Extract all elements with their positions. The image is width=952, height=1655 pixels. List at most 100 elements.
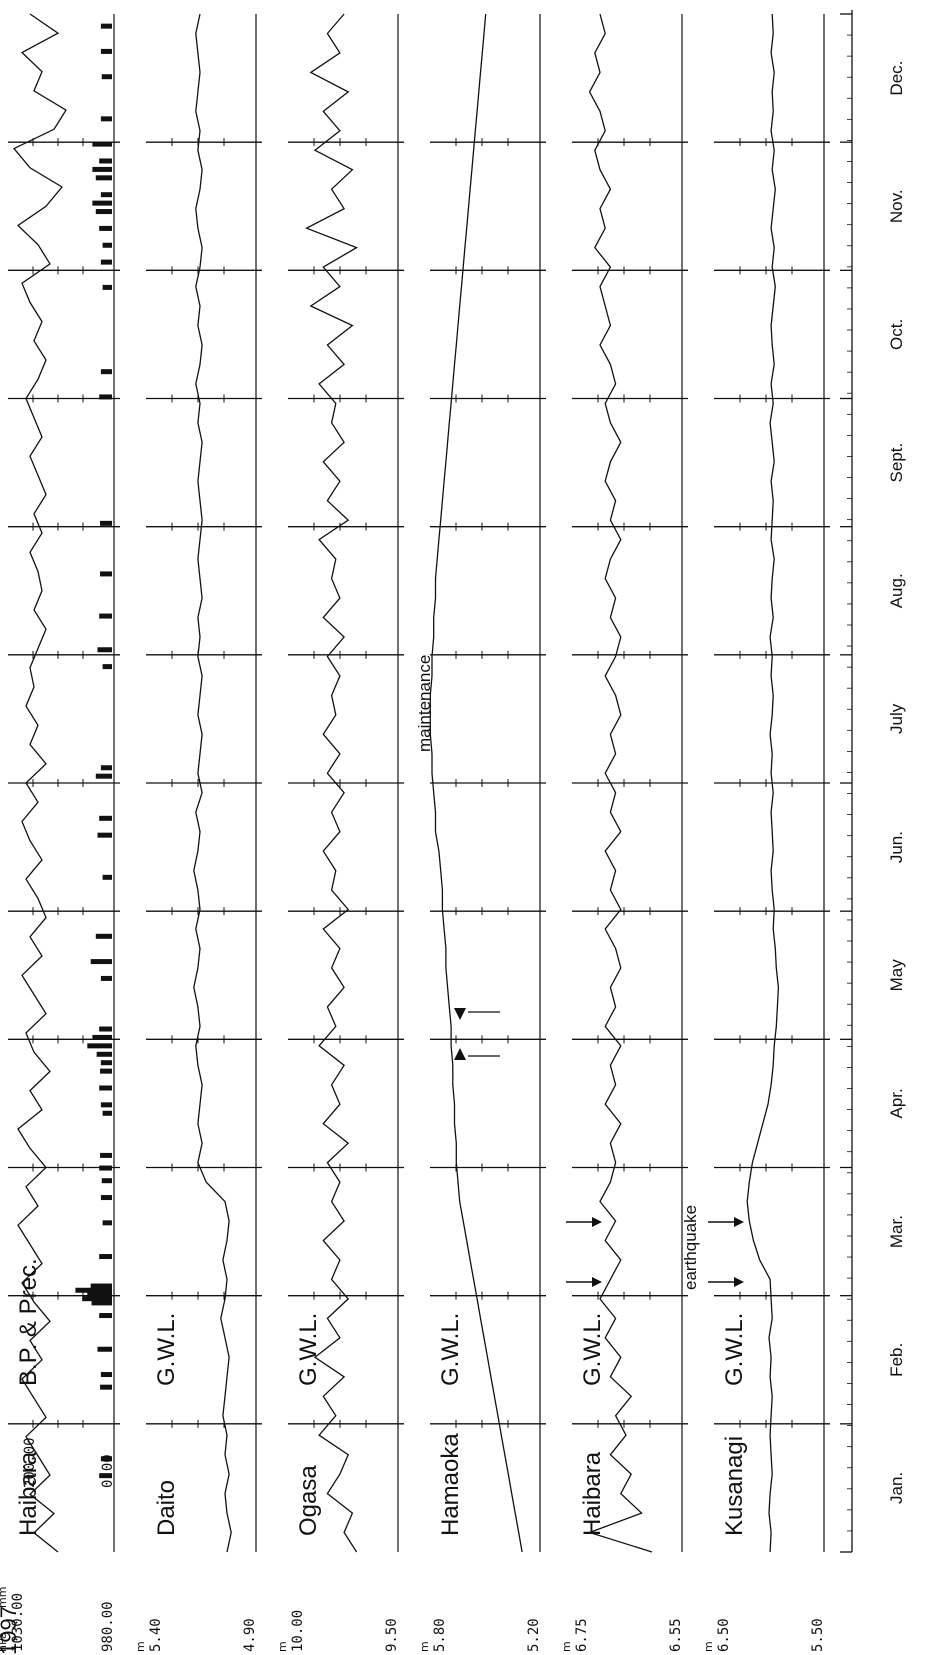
month-label: Aug. [887, 573, 906, 608]
maintenance-arrow-right [454, 1048, 466, 1060]
precip-bar [96, 1051, 112, 1057]
month-label: Oct. [887, 319, 906, 350]
unit-label-hpa: hPa [0, 1632, 9, 1652]
variable-label: B.P. & Prec. [15, 1258, 42, 1386]
tick-label-bottom: 4.90 [242, 1618, 258, 1652]
month-label: July [887, 703, 906, 734]
precip-bar [102, 874, 112, 880]
unit-label: m [276, 1641, 289, 1652]
panel-daito [146, 13, 262, 1553]
maintenance-arrow-left [454, 1008, 466, 1020]
precip-bar [92, 200, 112, 206]
precip-bar [95, 773, 112, 779]
unit-label: m [418, 1641, 431, 1652]
precip-bar [100, 1152, 112, 1158]
month-label: Mar. [887, 1215, 906, 1248]
precip-bar [97, 1346, 112, 1352]
precip-bar [102, 284, 112, 290]
precip-bar [75, 1287, 112, 1293]
earthquake-arrowhead [592, 1217, 602, 1227]
panel-ogasa [288, 13, 404, 1553]
precip-bar [99, 1165, 112, 1171]
variable-label: G.W.L. [153, 1313, 180, 1386]
month-label: May [887, 959, 906, 992]
precip-bar [92, 166, 112, 172]
station-label: Haibara [579, 1451, 606, 1536]
precip-bar [102, 242, 112, 248]
earthquake-arrowhead [592, 1277, 602, 1287]
precip-bar [100, 23, 112, 29]
precip-bar [100, 1195, 112, 1201]
precip-bar [99, 613, 112, 619]
precip-bar [99, 1254, 112, 1260]
tick-label-bottom: 9.50 [384, 1618, 400, 1652]
precip-bar [82, 1296, 112, 1302]
prec-tick-label-top: 200.00 [22, 1437, 38, 1488]
panel-haibara-bp [8, 13, 120, 1553]
series-line-kusanagi [746, 13, 780, 1553]
unit-label: m [560, 1641, 573, 1652]
precip-bar [95, 175, 112, 181]
series-line-haibara-bp [12, 13, 67, 1553]
prec-tick-label-bottom: 0.00 [100, 1454, 116, 1488]
series-line-daito [193, 13, 232, 1553]
precip-bar [95, 209, 112, 215]
tick-label-top: 10.00 [290, 1610, 306, 1652]
month-label: Sept. [887, 443, 906, 483]
month-label: Jan. [887, 1472, 906, 1504]
month-label: Apr. [887, 1088, 906, 1118]
precip-bar [99, 1473, 112, 1479]
month-label: Feb. [887, 1343, 906, 1377]
panel-hamaoka [429, 13, 546, 1553]
precip-bar [100, 192, 112, 198]
month-label: Nov. [887, 189, 906, 223]
precip-bar [97, 647, 112, 653]
month-label: Dec. [887, 61, 906, 96]
tick-label-top: 1030.00 [10, 1593, 26, 1652]
series-line-ogasa [305, 13, 359, 1553]
maintenance-annotation: maintenance [415, 655, 434, 752]
precip-bar [100, 975, 112, 981]
tick-label-bottom: 6.55 [668, 1618, 684, 1652]
station-label: Ogasa [295, 1465, 322, 1536]
tick-label-top: 5.80 [432, 1618, 448, 1652]
station-label: Hamaoka [437, 1433, 464, 1536]
precip-bar [99, 1085, 112, 1091]
precip-bar [100, 259, 112, 265]
precip-bar [87, 1043, 112, 1049]
precip-bar [99, 1026, 112, 1032]
earthquake-arrowhead [734, 1277, 744, 1287]
precip-bar [95, 933, 112, 939]
precip-bar [100, 1372, 112, 1378]
precip-bar [100, 1384, 112, 1390]
series-line-haibara-gwl [587, 13, 653, 1553]
precip-bar [100, 1068, 112, 1074]
panel-haibara-gwl [572, 13, 688, 1553]
precip-bar [100, 1456, 112, 1462]
precip-bar [100, 48, 112, 54]
precip-bar [92, 141, 112, 147]
tick-label-top: 6.50 [716, 1618, 732, 1652]
precip-bar [99, 815, 112, 821]
precip-bar [91, 1300, 112, 1306]
earthquake-annotation: earthquake [681, 1205, 700, 1290]
unit-label: m [702, 1641, 715, 1652]
precip-bar [102, 664, 112, 670]
tick-label-bottom: 5.50 [810, 1618, 826, 1652]
month-label: Jun. [887, 831, 906, 863]
tick-label-bottom: 5.20 [526, 1618, 542, 1652]
station-label: Daito [153, 1480, 180, 1536]
precip-bar [99, 158, 112, 164]
station-label: Kusanagi [721, 1436, 748, 1536]
unit-label: m [134, 1641, 147, 1652]
station-label: Haibara [15, 1451, 42, 1536]
precip-bar [100, 116, 112, 122]
year-label: 1997 [0, 1606, 21, 1655]
unit-label-mm: mm [0, 1587, 9, 1608]
precip-bar [100, 520, 112, 526]
precip-bar [99, 225, 112, 231]
variable-label: G.W.L. [579, 1313, 606, 1386]
precip-bar [90, 959, 112, 965]
precip-bar [99, 1313, 112, 1319]
